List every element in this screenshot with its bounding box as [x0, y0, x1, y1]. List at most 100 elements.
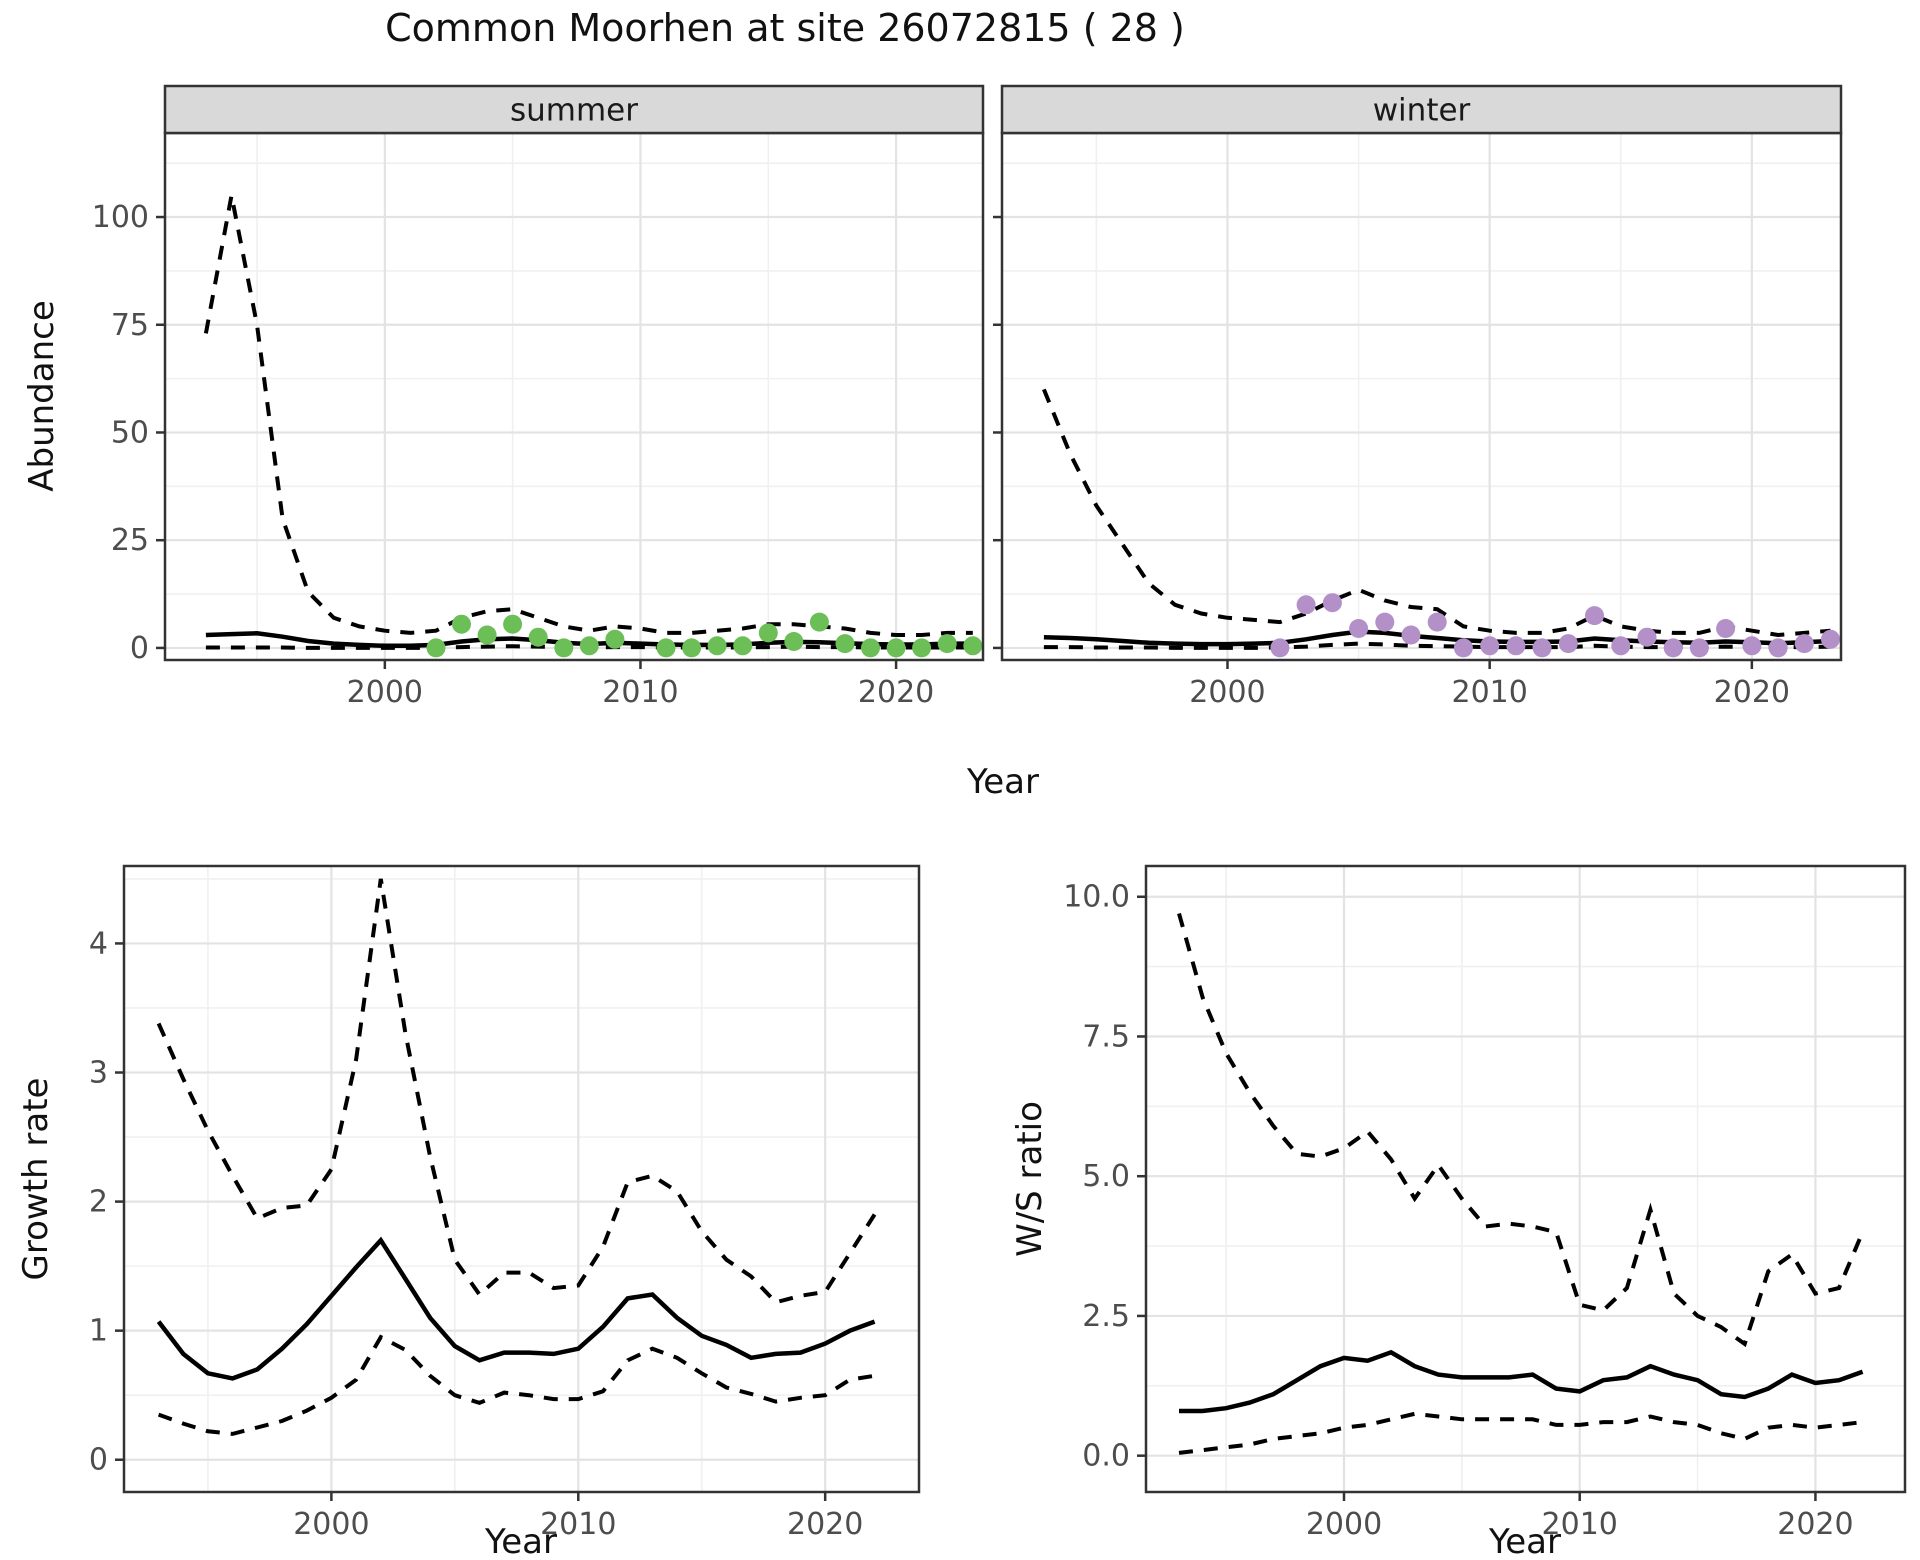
data-point [1689, 638, 1709, 658]
data-point [1453, 638, 1473, 658]
data-point [1296, 595, 1316, 615]
abundance_winter-upper_ci-line [1042, 388, 1831, 638]
data-point [1480, 636, 1500, 656]
facet-strip-label: winter [1373, 93, 1471, 129]
y-tick-label: 7.5 [1082, 1019, 1130, 1054]
plot-title: Common Moorhen at site 26072815 ( 28 ) [385, 6, 1185, 50]
data-point [554, 638, 574, 658]
panel-abundance_summer: 2000 2010 2020 0 25 50 75 100 summer [92, 84, 985, 710]
data-point [528, 627, 548, 647]
y-tick-label: 2.5 [1082, 1299, 1130, 1334]
x-tick-label: 2010 [1451, 675, 1527, 710]
y-tick-label: 50 [111, 415, 149, 450]
data-point [1821, 629, 1840, 649]
data-point [1663, 638, 1683, 658]
x-tick-label: 2010 [540, 1507, 616, 1542]
series-abundance_summer [203, 195, 983, 658]
panel-growth_rate: 2000 2010 2020 0 1 2 3 4 [89, 864, 921, 1542]
x-axis-title-year-top: Year [967, 762, 1039, 802]
ws_ratio-median-line [1179, 1349, 1864, 1414]
y-axis-title-ws-ratio: W/S ratio [1010, 1101, 1050, 1257]
y-tick-label: 0.0 [1082, 1439, 1130, 1474]
x-tick-label: 2000 [293, 1507, 369, 1542]
y-tick-label: 0 [89, 1443, 108, 1478]
facet-strip-label: summer [510, 93, 638, 129]
y-tick-label: 0 [130, 631, 149, 666]
data-point [579, 636, 599, 656]
data-point [1506, 636, 1526, 656]
panel-abundance_winter: 2000 2010 2020 winter [993, 84, 1843, 710]
data-point [426, 638, 446, 658]
y-tick-label: 100 [92, 200, 149, 235]
y-tick-label: 75 [111, 308, 149, 343]
data-point [1585, 606, 1604, 626]
x-tick-label: 2000 [1306, 1507, 1382, 1542]
data-point [1742, 636, 1762, 656]
panel-ws_ratio: 2000 2010 2020 0.0 2.5 5.0 7.5 10.0 [1063, 864, 1907, 1542]
data-point [1349, 619, 1369, 638]
series-ws_ratio [1177, 912, 1865, 1455]
data-point [1375, 612, 1395, 632]
data-point [1401, 625, 1421, 645]
ws_ratio-lower_ci-line [1178, 1411, 1863, 1455]
y-tick-label: 25 [111, 523, 149, 558]
data-point [733, 636, 753, 656]
x-tick-label: 2020 [858, 675, 934, 710]
x-tick-label: 2010 [1542, 1507, 1618, 1542]
data-point [452, 614, 471, 634]
data-point [503, 614, 523, 634]
y-tick-label: 1 [89, 1314, 108, 1349]
abundance_summer-points [426, 612, 983, 658]
data-point [605, 629, 625, 649]
x-tick-label: 2000 [1189, 675, 1265, 710]
data-point [1270, 638, 1290, 658]
x-axis-title-year-ws: Year [1489, 1522, 1561, 1560]
data-point [477, 625, 497, 645]
data-point [835, 634, 855, 654]
x-tick-label: 2000 [347, 675, 423, 710]
data-point [809, 612, 829, 632]
y-tick-label: 2 [89, 1185, 108, 1220]
growth_rate-median-line [156, 1236, 876, 1381]
y-axis-title-abundance: Abundance [22, 300, 62, 492]
data-point [861, 638, 880, 658]
data-point [682, 638, 702, 658]
y-tick-label: 3 [89, 1056, 108, 1091]
facet-strip-winter [1000, 84, 1843, 135]
data-point [758, 623, 778, 643]
x-tick-label: 2010 [602, 675, 678, 710]
growth_rate-upper_ci-line [156, 878, 877, 1305]
abundance_winter-points [1270, 593, 1840, 658]
series-growth_rate [156, 878, 877, 1436]
data-point [1427, 612, 1447, 632]
series-abundance_winter [1042, 388, 1840, 658]
x-axis-title-year-growth: Year [485, 1522, 557, 1560]
data-point [1716, 619, 1736, 638]
data-point [1611, 636, 1631, 656]
ws_ratio-upper_ci-line [1177, 912, 1865, 1348]
y-axis-title-growth-rate: Growth rate [16, 1077, 56, 1281]
x-tick-label: 2020 [1714, 675, 1790, 710]
data-point [912, 638, 932, 658]
facet-strip-summer [163, 84, 985, 135]
abundance_summer-upper_ci-line [203, 195, 973, 637]
x-tick-label: 2020 [1777, 1507, 1853, 1542]
y-tick-label: 4 [89, 926, 108, 961]
data-point [937, 634, 957, 654]
data-point [1532, 638, 1552, 658]
data-point [784, 632, 804, 651]
data-point [1637, 627, 1657, 647]
x-tick-label: 2020 [787, 1507, 863, 1542]
data-point [656, 638, 676, 658]
data-point [1558, 634, 1578, 654]
data-point [707, 636, 727, 656]
y-tick-label: 10.0 [1063, 880, 1130, 915]
data-point [1322, 593, 1342, 613]
y-tick-label: 5.0 [1082, 1159, 1130, 1194]
data-point [886, 638, 906, 658]
data-point [1794, 634, 1814, 654]
data-point [1768, 638, 1788, 658]
data-point [963, 636, 983, 656]
